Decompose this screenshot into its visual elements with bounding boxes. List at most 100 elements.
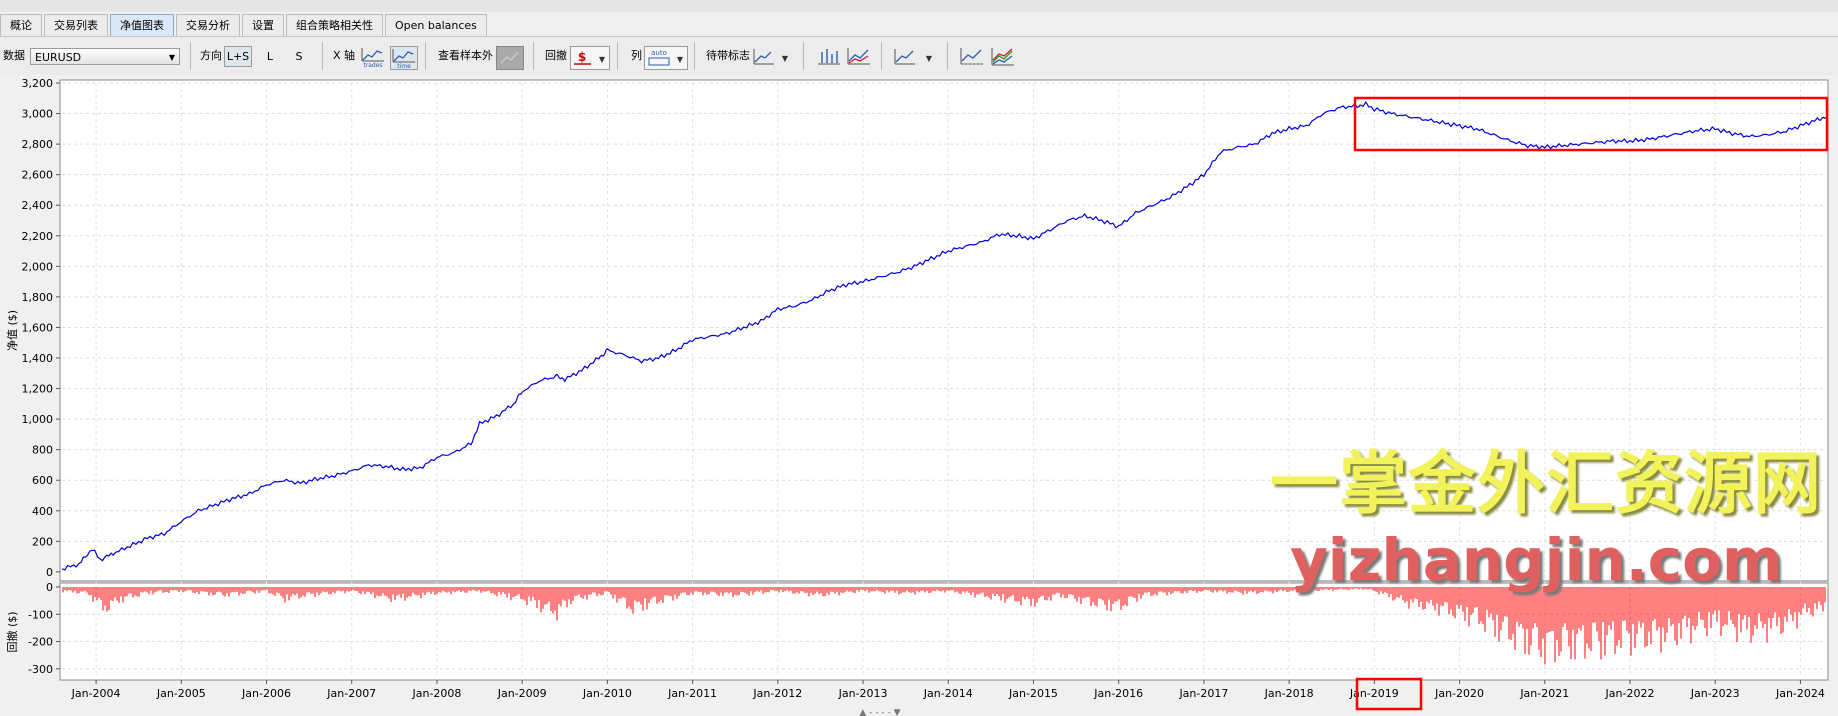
toolbar-divider bbox=[425, 42, 426, 70]
splitter-handle-icon[interactable]: ▲ - - - - ▼ bbox=[859, 708, 900, 716]
trade-markers-icon[interactable]: ▼ bbox=[752, 46, 792, 68]
y-tick-label: 3,200 bbox=[22, 77, 54, 90]
toolbar-divider bbox=[322, 42, 323, 70]
x-axis-time-text: time bbox=[397, 63, 411, 70]
y-tick-label: 600 bbox=[32, 474, 53, 487]
x-tick-label: Jan-2019 bbox=[1349, 687, 1399, 700]
tab-4[interactable]: 设置 bbox=[242, 14, 284, 36]
y-tick-label: 2,600 bbox=[22, 169, 54, 182]
svg-text:▼: ▼ bbox=[599, 55, 606, 64]
drawdown-dollar-icon[interactable]: $ ▼ bbox=[570, 46, 610, 70]
direction-short-button[interactable]: S bbox=[295, 50, 303, 63]
x-tick-label: Jan-2012 bbox=[752, 687, 802, 700]
y-tick-label: 1,400 bbox=[22, 352, 54, 365]
x-tick-label: Jan-2008 bbox=[411, 687, 461, 700]
x-axis-label: X 轴 bbox=[333, 49, 356, 62]
y-tick-label: 2,800 bbox=[22, 138, 54, 151]
y-tick-label: 2,200 bbox=[22, 230, 54, 243]
x-tick-label: Jan-2022 bbox=[1605, 687, 1655, 700]
drawdown-dollar-text: $ bbox=[578, 50, 586, 64]
x-tick-label: Jan-2005 bbox=[156, 687, 206, 700]
y-tick-label: 400 bbox=[32, 505, 53, 518]
x-tick-label: Jan-2015 bbox=[1008, 687, 1058, 700]
svg-text:▼: ▼ bbox=[926, 54, 933, 63]
drawdown-y-tick-label: -100 bbox=[28, 608, 53, 621]
drawdown-y-tick-label: -200 bbox=[28, 636, 53, 649]
tab-3[interactable]: 交易分析 bbox=[176, 14, 240, 36]
x-tick-label: Jan-2023 bbox=[1690, 687, 1740, 700]
column-label: 列 bbox=[631, 49, 642, 62]
y-tick-label: 0 bbox=[46, 566, 53, 579]
x-tick-label: Jan-2020 bbox=[1434, 687, 1484, 700]
x-axis-time-icon[interactable]: time bbox=[390, 46, 418, 70]
y-tick-label: 1,600 bbox=[22, 321, 54, 334]
column-auto-icon[interactable]: auto ▼ bbox=[644, 46, 688, 70]
x-tick-label: Jan-2017 bbox=[1178, 687, 1228, 700]
x-tick-label: Jan-2021 bbox=[1519, 687, 1569, 700]
x-tick-label: Jan-2014 bbox=[923, 687, 973, 700]
markers-label: 待带标志 bbox=[706, 49, 750, 62]
toolbar: 数据 EURUSD ▼ 方向 L+S L S X 轴 trades time 查… bbox=[0, 36, 1838, 76]
x-tick-label: Jan-2010 bbox=[582, 687, 632, 700]
tab-1[interactable]: 交易列表 bbox=[44, 14, 108, 36]
y-axis-ticks: 0 200 400 600 800 1,000 1,200 1,400 1,600 1,800 2,… bbox=[22, 77, 60, 676]
toolbar-divider bbox=[803, 42, 804, 70]
tab-6[interactable]: Open balances bbox=[385, 14, 487, 36]
watermark-chinese: 一掌金外汇资源网 bbox=[1270, 445, 1823, 524]
highlight-box-equity bbox=[1353, 96, 1829, 152]
drawdown-label: 回撤 bbox=[545, 49, 567, 62]
x-tick-label: Jan-2006 bbox=[241, 687, 291, 700]
toolbar-divider bbox=[947, 42, 948, 70]
x-axis-ticks: Jan-2004 Jan-2005 Jan-2006 Jan-2007 Jan-2008… bbox=[71, 680, 1825, 700]
compare-chart-icon[interactable] bbox=[959, 46, 985, 68]
x-tick-label: Jan-2004 bbox=[71, 687, 121, 700]
y-tick-label: 1,000 bbox=[22, 413, 54, 426]
toolbar-divider bbox=[533, 42, 534, 70]
y-tick-label: 1,200 bbox=[22, 383, 54, 396]
x-tick-label: Jan-2007 bbox=[326, 687, 376, 700]
data-symbol-select[interactable]: EURUSD ▼ bbox=[30, 48, 180, 65]
x-tick-label: Jan-2016 bbox=[1093, 687, 1143, 700]
x-tick-label: Jan-2024 bbox=[1775, 687, 1825, 700]
data-label: 数据 bbox=[3, 49, 25, 62]
direction-long-short-button[interactable]: L+S bbox=[224, 46, 252, 67]
y-tick-label: 2,400 bbox=[22, 199, 54, 212]
x-tick-label: Jan-2011 bbox=[667, 687, 717, 700]
equity-line bbox=[61, 101, 1827, 571]
tab-2[interactable]: 净值图表 bbox=[110, 14, 174, 36]
x-tick-label: Jan-2013 bbox=[838, 687, 888, 700]
toolbar-divider bbox=[617, 42, 618, 70]
x-tick-label: Jan-2009 bbox=[497, 687, 547, 700]
multi-series-chart-icon[interactable] bbox=[990, 46, 1016, 68]
tab-bar: 概论 交易列表 净值图表 交易分析 设置 组合策略相关性 Open balances bbox=[0, 14, 489, 36]
line-style-icon[interactable]: ▼ bbox=[893, 46, 937, 68]
tab-5[interactable]: 组合策略相关性 bbox=[286, 14, 383, 36]
y-tick-label: 2,000 bbox=[22, 260, 54, 273]
column-auto-text: auto bbox=[651, 49, 667, 57]
out-of-sample-toggle-icon[interactable] bbox=[496, 46, 524, 70]
window-top-strip bbox=[0, 0, 1838, 12]
y-tick-label: 200 bbox=[32, 535, 53, 548]
x-tick-label: Jan-2018 bbox=[1264, 687, 1314, 700]
bar-lines-chart-icon[interactable] bbox=[816, 46, 842, 68]
tab-0[interactable]: 概论 bbox=[0, 14, 42, 36]
x-axis-trades-text: trades bbox=[363, 62, 382, 68]
x-axis-trades-icon[interactable]: trades bbox=[360, 46, 386, 68]
drawdown-y-tick-label: 0 bbox=[46, 581, 53, 594]
watermark-url: yizhangjin.com bbox=[1290, 526, 1783, 594]
data-symbol-value: EURUSD bbox=[35, 51, 82, 64]
y-tick-label: 800 bbox=[32, 444, 53, 457]
out-of-sample-label: 查看样本外 bbox=[438, 49, 493, 62]
line-overlay-chart-icon[interactable] bbox=[846, 46, 872, 68]
chart-plot-area bbox=[59, 79, 1829, 582]
drawdown-axis-label: 回撤 ($) bbox=[5, 611, 19, 652]
chevron-down-icon: ▼ bbox=[168, 53, 175, 62]
highlight-box-xtick bbox=[1355, 677, 1423, 711]
direction-long-button[interactable]: L bbox=[266, 50, 274, 63]
toolbar-divider bbox=[694, 42, 695, 70]
direction-label: 方向 bbox=[200, 49, 222, 62]
equity-chart: 0 200 400 600 800 1,000 1,200 1,400 1,600 1,800 2,… bbox=[0, 75, 1838, 716]
toolbar-divider bbox=[190, 42, 191, 70]
svg-text:▼: ▼ bbox=[677, 55, 684, 64]
y-tick-label: 3,000 bbox=[22, 108, 54, 121]
